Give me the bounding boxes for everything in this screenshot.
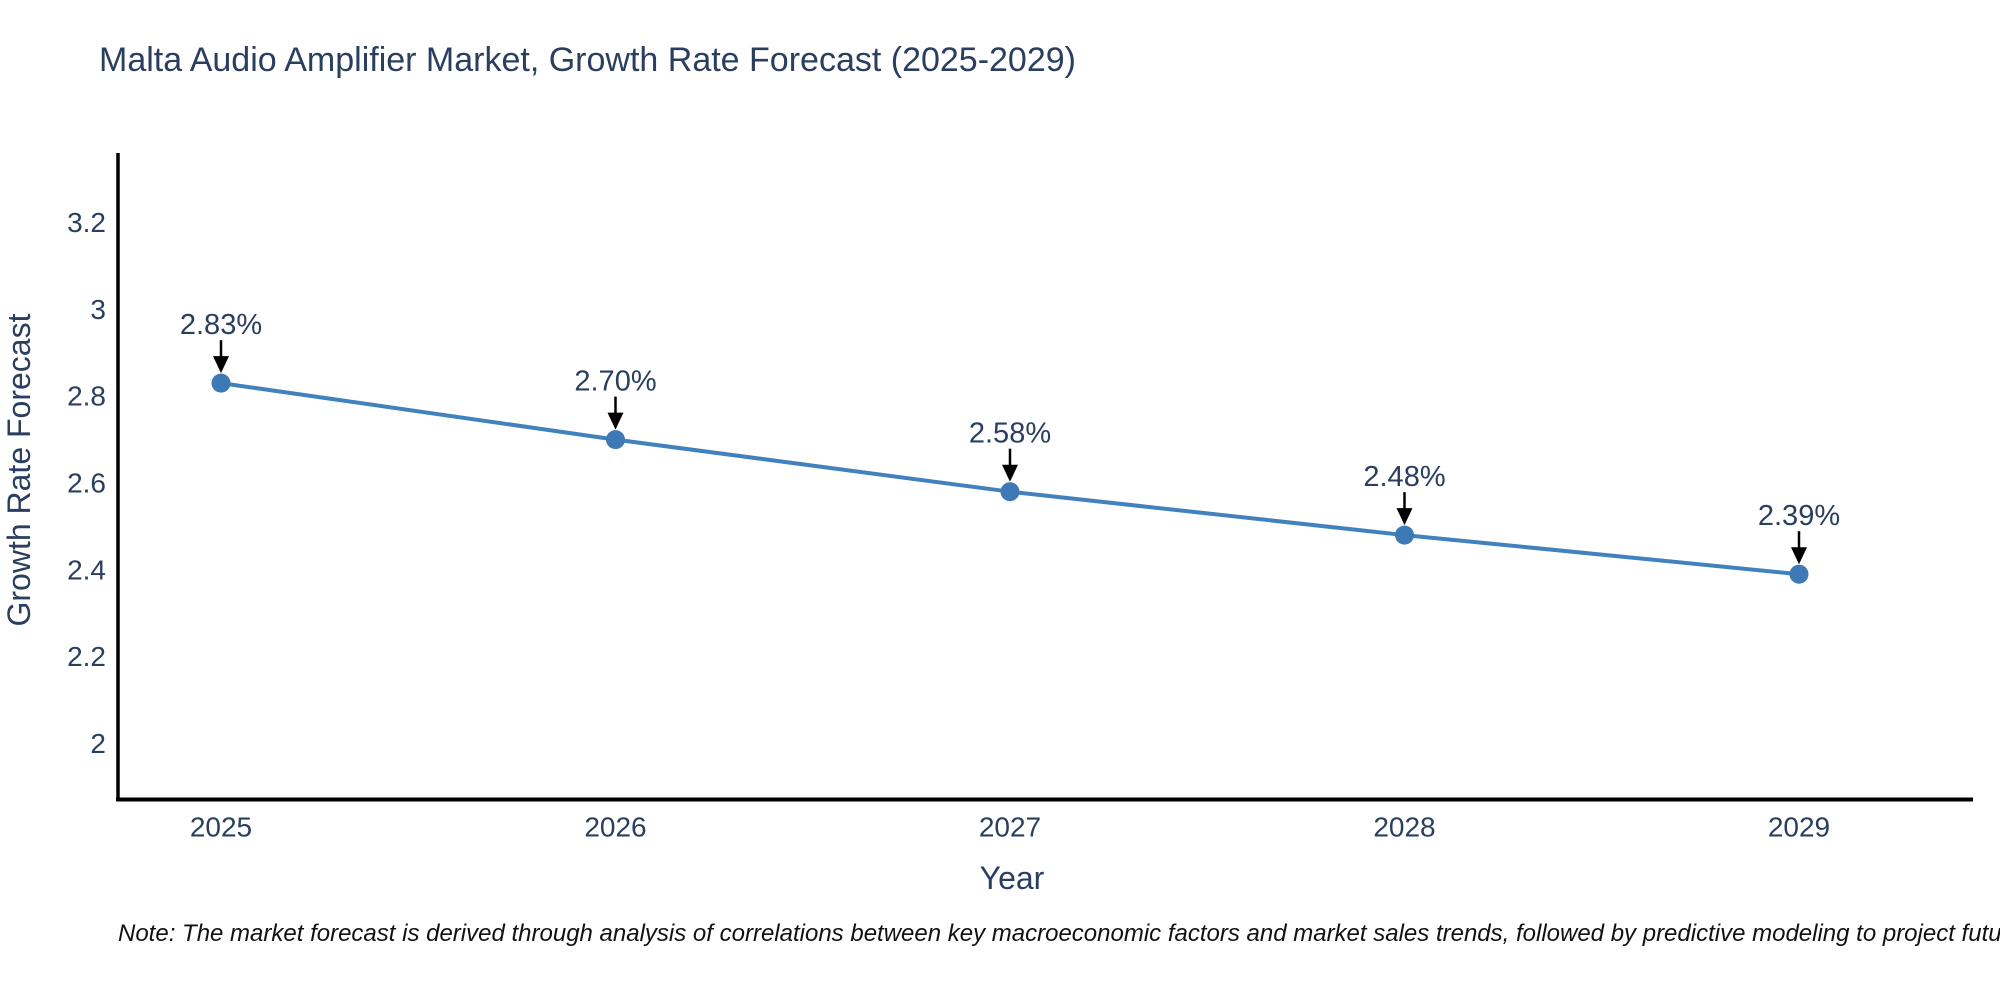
data-point-marker xyxy=(606,430,625,450)
x-tick-label: 2026 xyxy=(584,812,646,843)
annotation-arrowhead-icon xyxy=(1791,547,1807,565)
data-point-label: 2.83% xyxy=(180,309,262,341)
x-axis-title: Year xyxy=(980,860,1045,896)
series-markers-group xyxy=(211,373,1809,584)
y-tick-label: 2 xyxy=(90,728,106,759)
data-point-label: 2.39% xyxy=(1758,500,1840,532)
axis-titles: Growth Rate Forecast Year xyxy=(1,313,1045,896)
chart-title: Malta Audio Amplifier Market, Growth Rat… xyxy=(99,41,1076,79)
y-tick-label: 3 xyxy=(90,294,106,325)
data-point-marker xyxy=(1000,482,1020,502)
x-tick-label: 2025 xyxy=(190,812,252,843)
y-tick-labels: 2 2.2 2.4 2.6 2.8 3 3.2 xyxy=(67,207,106,759)
y-tick-label: 2.6 xyxy=(67,468,106,499)
x-tick-label: 2027 xyxy=(979,812,1041,843)
footnote: Note: The market forecast is derived thr… xyxy=(118,920,2000,947)
data-point-marker xyxy=(211,373,231,393)
annotations-group: 2.83% 2.70% 2.58% 2.48% 2.39% xyxy=(180,309,1840,565)
data-point-label: 2.48% xyxy=(1363,461,1445,493)
annotation-arrowhead-icon xyxy=(213,356,229,374)
data-point-marker xyxy=(1789,564,1809,584)
annotation-arrowhead-icon xyxy=(1396,508,1413,526)
data-point-label: 2.58% xyxy=(969,418,1051,450)
y-tick-label: 3.2 xyxy=(67,207,106,238)
y-tick-label: 2.2 xyxy=(67,641,106,672)
data-point-marker xyxy=(1395,525,1414,545)
annotation-arrowhead-icon xyxy=(1002,464,1018,482)
x-tick-label: 2029 xyxy=(1768,812,1830,843)
x-tick-label: 2028 xyxy=(1373,812,1435,843)
annotation-arrowhead-icon xyxy=(607,412,624,430)
axis-lines xyxy=(116,153,1973,802)
y-tick-label: 2.8 xyxy=(67,381,106,412)
y-axis-title: Growth Rate Forecast xyxy=(1,313,37,626)
data-point-label: 2.70% xyxy=(574,366,656,398)
x-tick-labels: 2025 2026 2027 2028 2029 xyxy=(190,812,1830,843)
y-tick-label: 2.4 xyxy=(67,554,106,585)
